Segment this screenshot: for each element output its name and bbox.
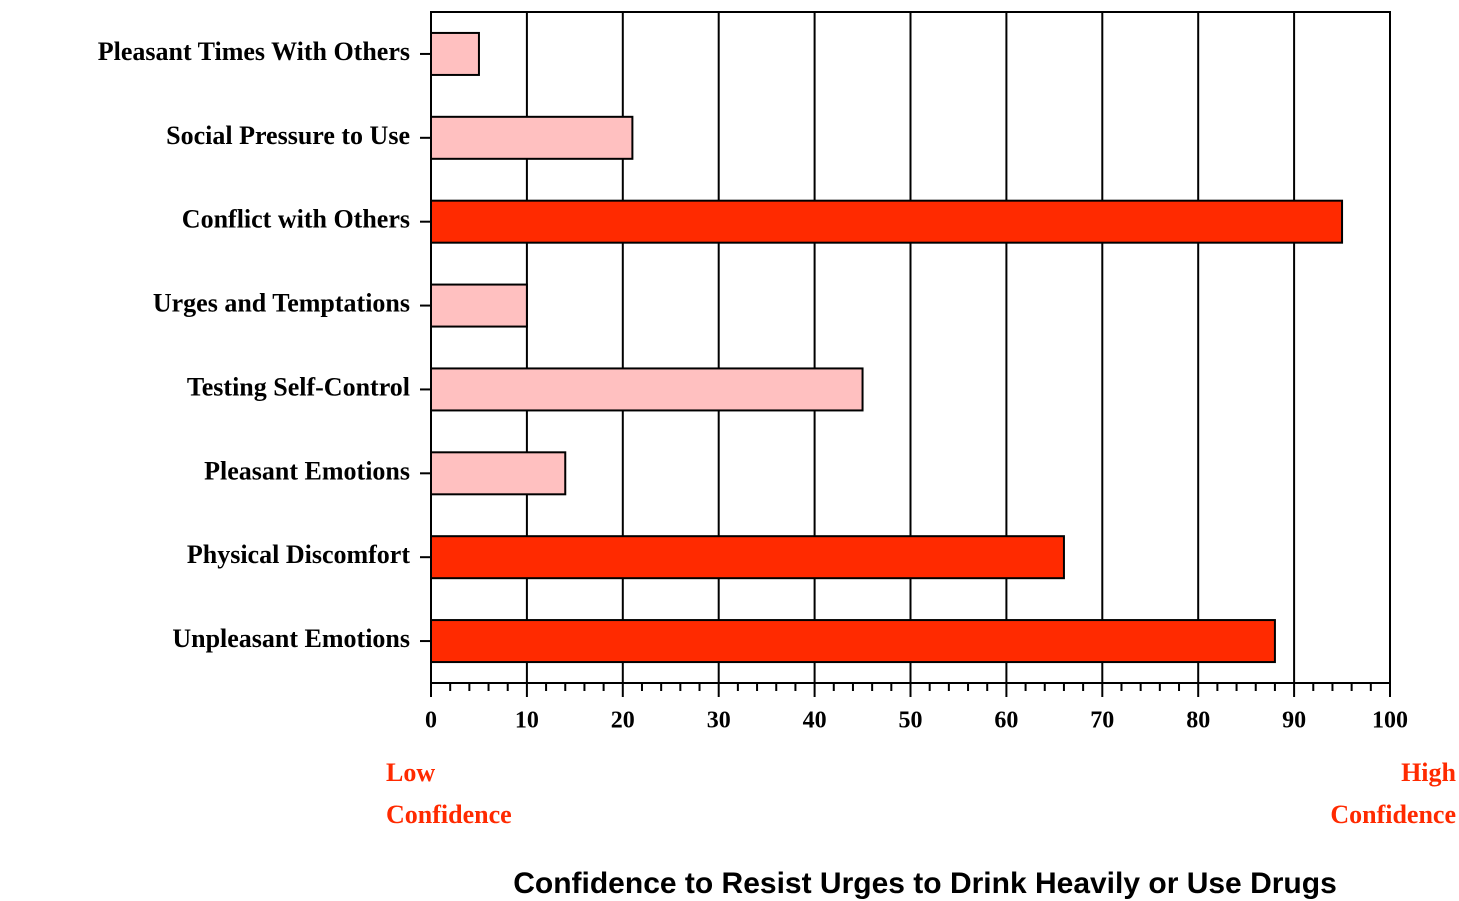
x-tick-label: 90: [1282, 708, 1306, 734]
bar: [430, 619, 1276, 664]
y-tick-label: Pleasant Times With Others: [98, 37, 410, 66]
low-label: Low: [386, 758, 435, 787]
x-tick-label: 80: [1186, 708, 1210, 734]
bar: [430, 31, 480, 76]
low-label: Confidence: [386, 800, 512, 829]
bar: [430, 115, 634, 160]
y-tick-label: Unpleasant Emotions: [172, 624, 410, 653]
y-tick-label: Urges and Temptations: [153, 289, 410, 318]
x-tick-label: 30: [707, 708, 731, 734]
bar: [430, 367, 864, 412]
x-tick-label: 70: [1090, 708, 1114, 734]
y-tick-label: Social Pressure to Use: [166, 121, 410, 150]
x-tick-label: 20: [611, 708, 635, 734]
x-tick-label: 0: [425, 708, 437, 734]
x-tick-label: 100: [1372, 708, 1408, 734]
x-tick-label: 60: [994, 708, 1018, 734]
high-label: High: [1401, 758, 1456, 787]
y-tick-label: Conflict with Others: [182, 205, 410, 234]
bar: [430, 283, 528, 328]
bar: [430, 535, 1065, 580]
y-tick-label: Physical Discomfort: [187, 540, 410, 569]
bar: [430, 199, 1344, 244]
x-tick-label: 50: [899, 708, 923, 734]
x-tick-label: 40: [803, 708, 827, 734]
y-tick-label: Testing Self-Control: [187, 372, 410, 401]
plot-frame: [430, 11, 1391, 684]
x-tick-label: 10: [515, 708, 539, 734]
x-axis-title: Confidence to Resist Urges to Drink Heav…: [513, 867, 1337, 900]
high-label: Confidence: [1330, 800, 1456, 829]
y-tick-label: Pleasant Emotions: [204, 456, 410, 485]
bar: [430, 451, 567, 496]
